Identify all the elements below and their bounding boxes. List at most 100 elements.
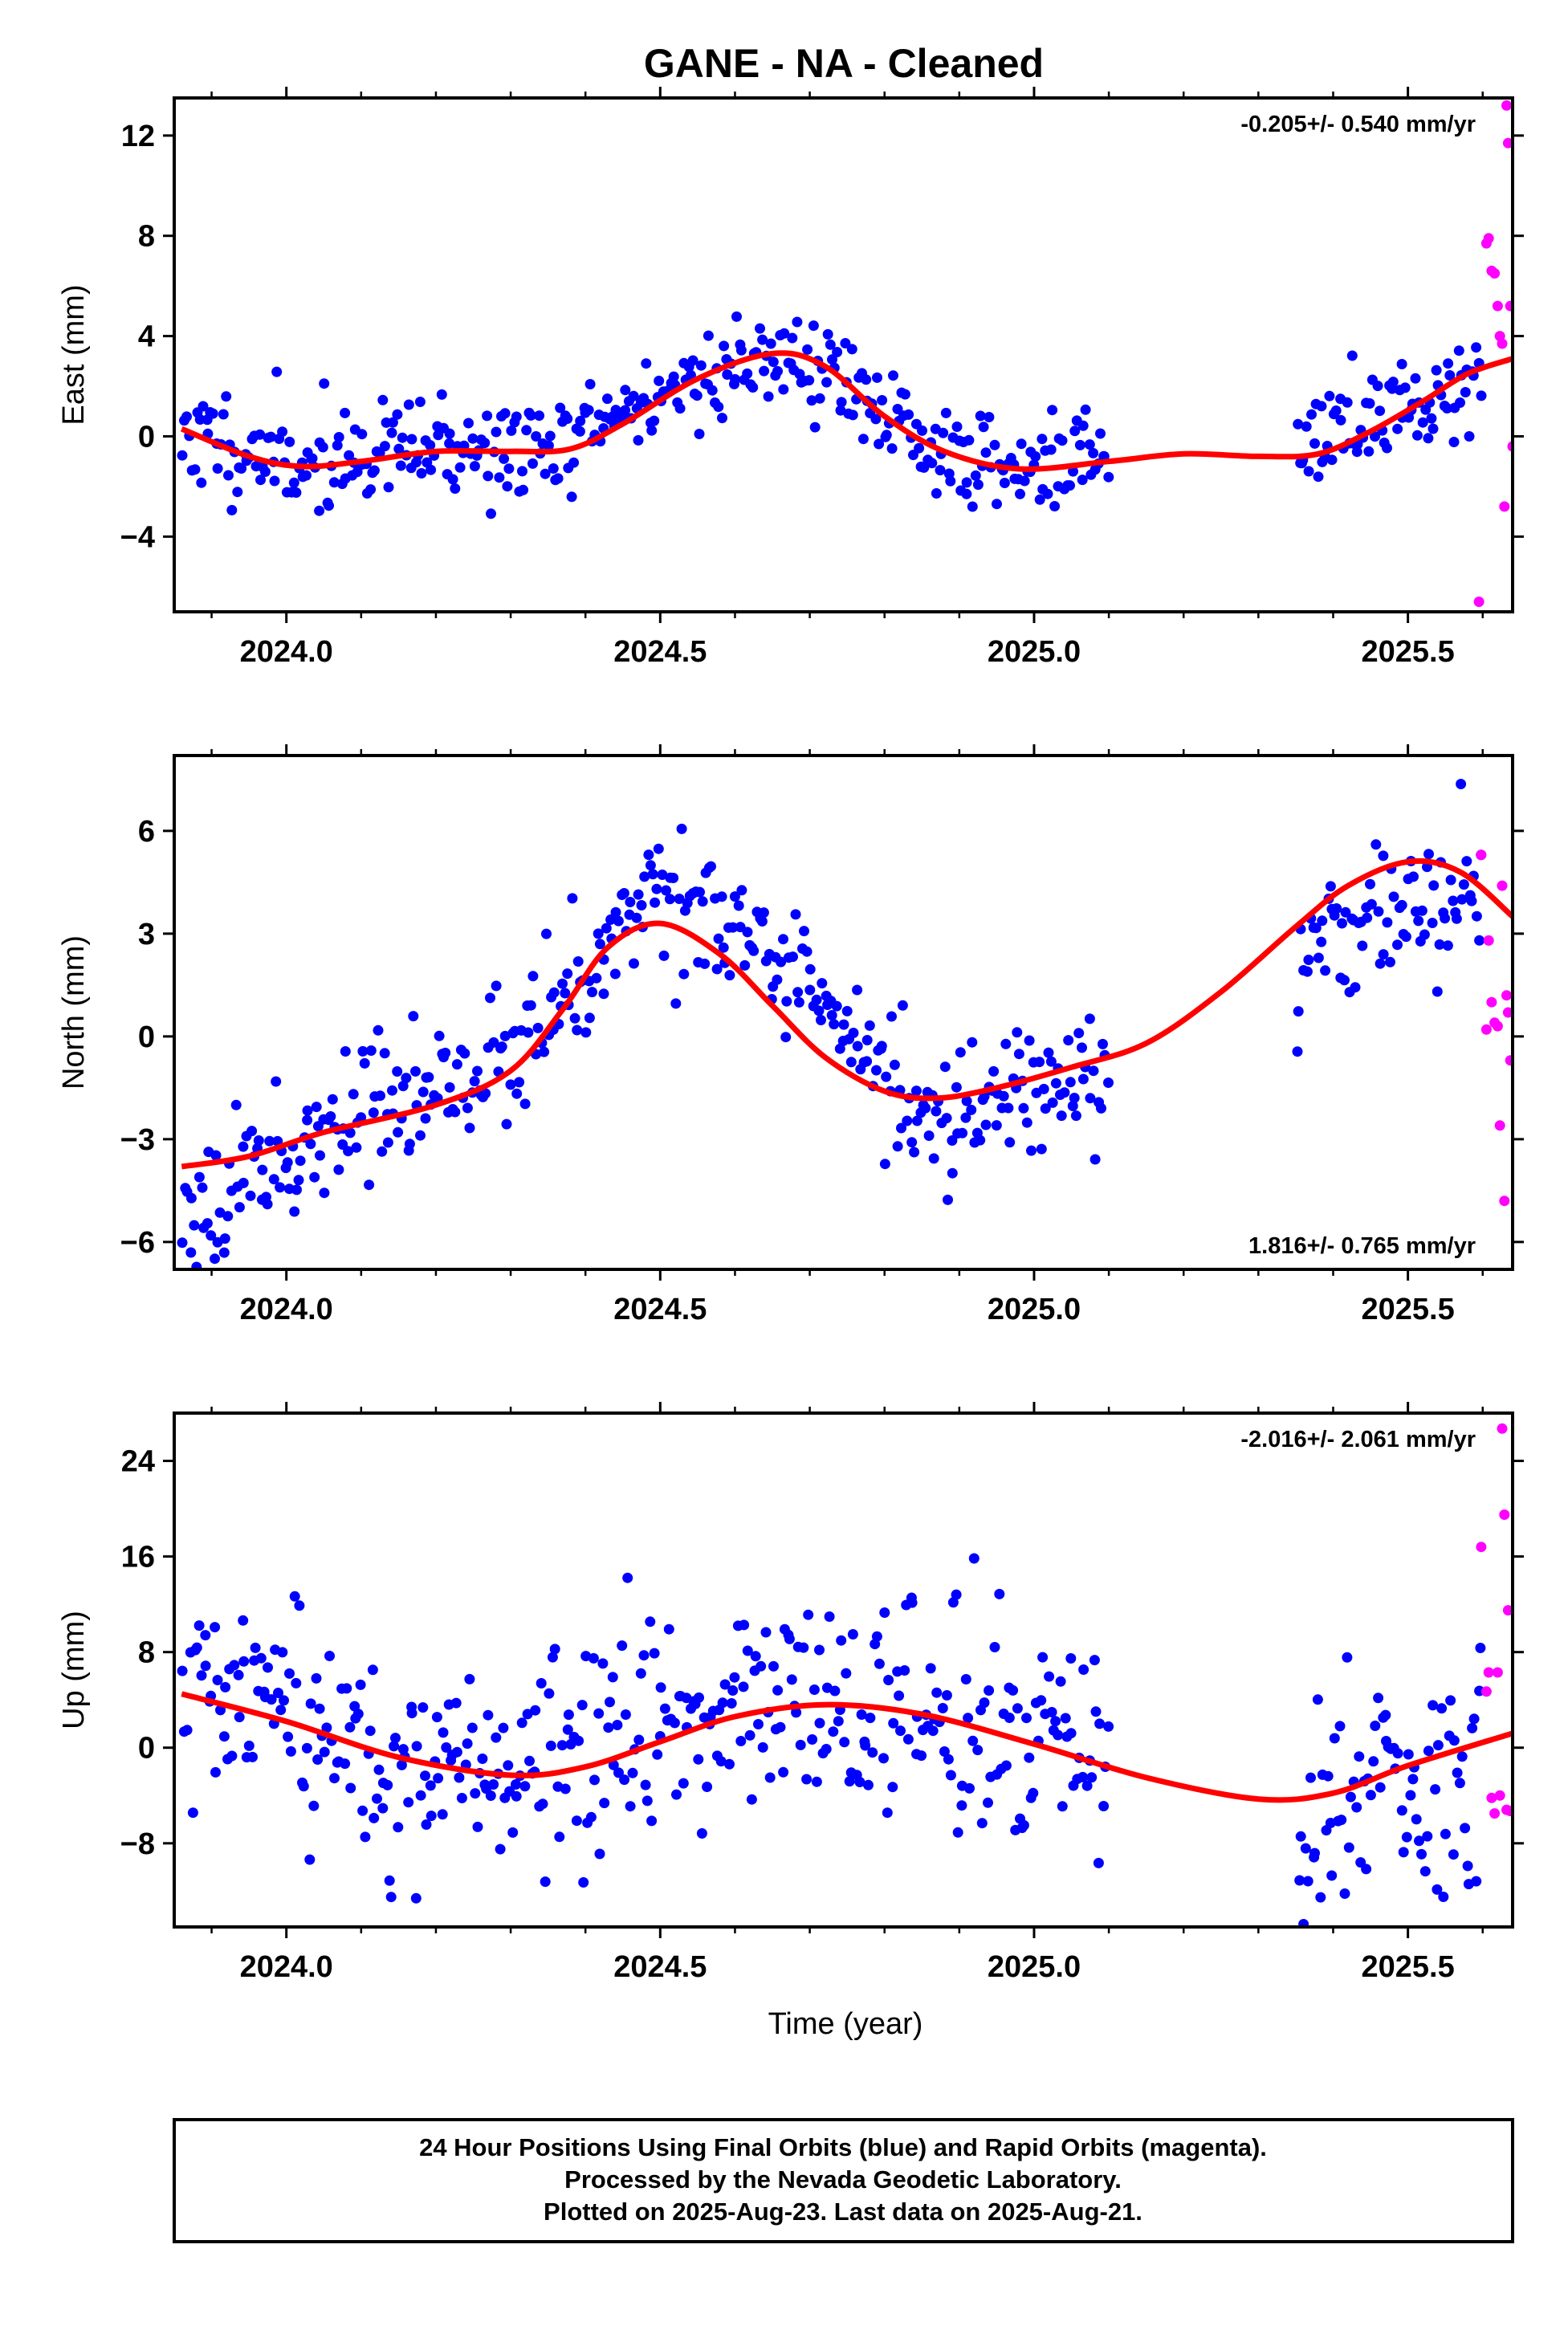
rapid-orbit-point xyxy=(1486,996,1497,1008)
final-orbit-point xyxy=(469,1076,480,1087)
final-orbit-point xyxy=(661,885,672,896)
final-orbit-point xyxy=(1375,405,1386,417)
final-orbit-point xyxy=(523,1027,534,1038)
final-orbit-point xyxy=(207,408,218,419)
final-orbit-point xyxy=(867,1747,878,1758)
final-orbit-point xyxy=(729,1672,740,1683)
final-orbit-point xyxy=(397,1081,409,1092)
y-axis-label: Up (mm) xyxy=(57,1611,91,1729)
final-orbit-point xyxy=(315,1150,325,1161)
final-orbit-point xyxy=(608,1759,619,1770)
final-orbit-point xyxy=(262,1199,273,1210)
final-orbit-point xyxy=(294,1600,305,1611)
final-orbit-point xyxy=(587,987,597,998)
final-orbit-point xyxy=(1326,454,1338,466)
final-orbit-point xyxy=(881,430,892,441)
model-curve xyxy=(181,1691,1513,1803)
final-orbit-point xyxy=(957,1127,968,1139)
final-orbit-point xyxy=(488,1779,499,1790)
final-orbit-point xyxy=(344,1127,356,1139)
final-orbit-point xyxy=(717,413,727,424)
final-orbit-point xyxy=(941,1690,952,1701)
final-orbit-point xyxy=(562,968,573,980)
final-orbit-point xyxy=(976,1818,988,1829)
final-orbit-point xyxy=(943,1194,953,1205)
rapid-orbit-point xyxy=(1494,1120,1505,1131)
panel-frame xyxy=(173,1411,1514,1929)
final-orbit-point xyxy=(1466,895,1477,906)
final-orbit-point xyxy=(454,462,466,473)
final-orbit-point xyxy=(967,1037,978,1048)
final-orbit-point xyxy=(664,894,675,905)
final-orbit-point xyxy=(519,1098,531,1110)
final-orbit-point xyxy=(527,458,538,469)
final-orbit-point xyxy=(864,1020,875,1031)
rapid-orbit-point xyxy=(1480,1686,1492,1697)
final-orbit-point xyxy=(356,429,368,440)
final-orbit-point xyxy=(844,1776,855,1787)
final-orbit-point xyxy=(191,1642,202,1653)
final-orbit-point xyxy=(1322,1770,1334,1782)
final-orbit-point xyxy=(847,1629,858,1640)
final-orbit-point xyxy=(511,1790,522,1802)
final-orbit-point xyxy=(532,1022,544,1033)
final-orbit-point xyxy=(1362,912,1373,923)
final-orbit-point xyxy=(305,1698,316,1709)
final-orbit-point xyxy=(856,1709,867,1720)
final-orbit-point xyxy=(1008,1684,1019,1696)
final-orbit-point xyxy=(1378,949,1389,960)
final-orbit-point xyxy=(651,883,662,894)
final-orbit-point xyxy=(575,415,586,426)
final-orbit-point xyxy=(790,909,801,920)
final-orbit-point xyxy=(888,1717,899,1729)
final-orbit-point xyxy=(970,470,981,481)
final-orbit-point xyxy=(569,1012,580,1024)
final-orbit-point xyxy=(694,429,705,439)
final-orbit-point xyxy=(571,1815,582,1827)
final-orbit-point xyxy=(552,473,564,484)
final-orbit-point xyxy=(638,1650,650,1661)
final-orbit-point xyxy=(620,385,631,396)
final-orbit-point xyxy=(264,1135,275,1147)
final-orbit-point xyxy=(1354,1751,1365,1762)
final-orbit-point xyxy=(343,1146,354,1157)
final-orbit-point xyxy=(886,1011,897,1022)
final-orbit-point xyxy=(1042,488,1053,499)
final-orbit-point xyxy=(707,385,718,396)
final-orbit-point xyxy=(1094,1718,1106,1729)
final-orbit-point xyxy=(635,1668,646,1679)
final-orbit-point xyxy=(1084,1013,1095,1024)
final-orbit-point xyxy=(1315,1892,1326,1903)
final-orbit-point xyxy=(1373,1693,1384,1704)
final-orbit-point xyxy=(1043,1047,1054,1058)
final-orbit-point xyxy=(984,412,995,422)
final-orbit-point xyxy=(1063,1035,1074,1046)
final-orbit-point xyxy=(1398,1847,1409,1858)
final-orbit-point xyxy=(836,397,847,408)
final-orbit-point xyxy=(833,1716,844,1727)
final-orbit-point xyxy=(1427,1700,1439,1711)
final-orbit-point xyxy=(1103,1077,1114,1088)
final-orbit-point xyxy=(1454,1778,1465,1789)
final-orbit-point xyxy=(1080,404,1091,415)
final-orbit-point xyxy=(1024,1035,1035,1046)
final-orbit-point xyxy=(620,405,631,416)
final-orbit-point xyxy=(706,861,716,872)
final-orbit-point xyxy=(437,1809,448,1820)
plot-area xyxy=(177,779,1513,1269)
final-orbit-point xyxy=(404,1139,415,1150)
final-orbit-point xyxy=(340,407,351,418)
final-orbit-point xyxy=(1329,1733,1340,1744)
final-orbit-point xyxy=(295,1155,306,1167)
final-orbit-point xyxy=(835,405,846,416)
final-orbit-point xyxy=(273,1688,283,1698)
final-orbit-point xyxy=(697,896,708,907)
final-orbit-point xyxy=(695,360,707,371)
final-orbit-point xyxy=(496,1041,507,1053)
final-orbit-point xyxy=(879,1607,890,1618)
final-orbit-point xyxy=(576,1700,588,1711)
final-orbit-point xyxy=(352,1709,364,1720)
final-orbit-point xyxy=(193,1171,205,1183)
final-orbit-point xyxy=(233,1669,244,1680)
final-orbit-point xyxy=(223,470,234,481)
